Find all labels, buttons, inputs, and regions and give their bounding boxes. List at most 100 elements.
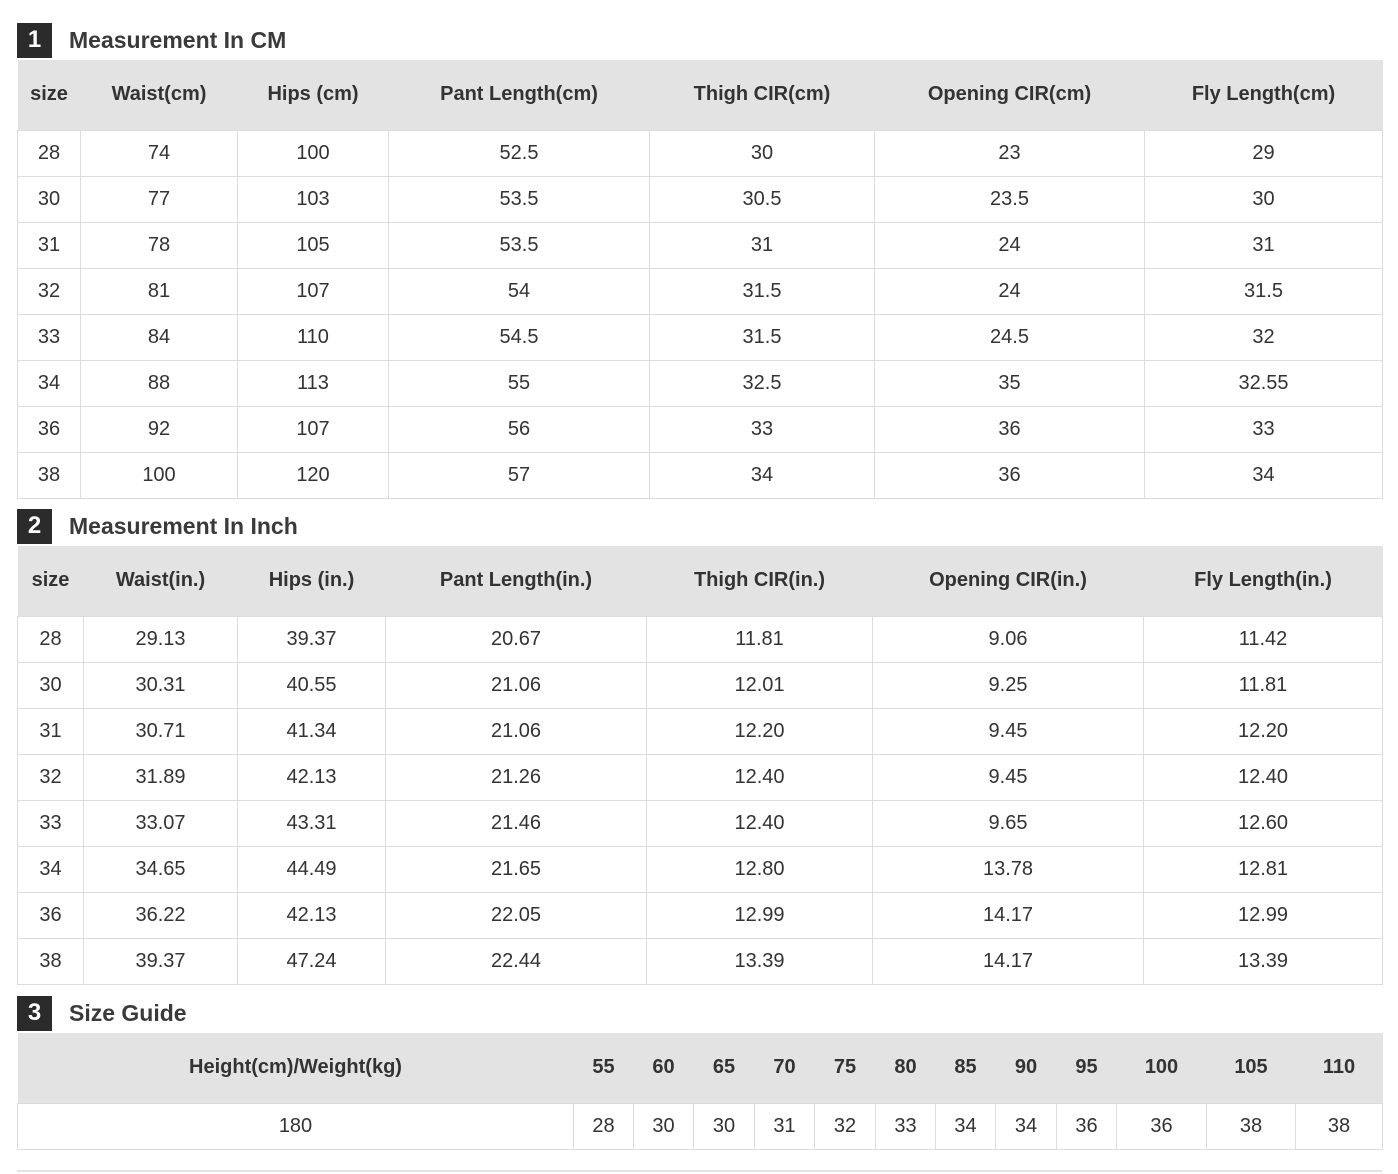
column-header: 60	[652, 1056, 675, 1079]
table-cell: 44.49	[237, 845, 386, 893]
table-row: 28 74 100 52.5 30 23 29	[17, 129, 1383, 177]
column-header: 95	[1075, 1056, 1098, 1079]
table-cell: 23	[874, 129, 1145, 177]
column-header: Fly Length(cm)	[1191, 83, 1336, 106]
table-cell: 12.99	[646, 891, 873, 939]
table-cell: 22.05	[385, 891, 647, 939]
column-header: Hips (cm)	[267, 83, 359, 106]
table-cell: 110	[237, 313, 389, 361]
table-cell: 81	[80, 267, 238, 315]
table-cell: 24	[874, 221, 1145, 269]
table-cell: 33	[17, 313, 81, 361]
column-header: size	[31, 569, 70, 592]
table-cell: 38	[17, 451, 81, 499]
column-header: 105	[1234, 1056, 1268, 1079]
table-cell: 42.13	[237, 753, 386, 801]
table-cell: 13.78	[872, 845, 1144, 893]
table-row: 31 30.71 41.34 21.06 12.20 9.45 12.20	[17, 707, 1383, 755]
table-cell: 30	[649, 129, 875, 177]
table-cell: 38	[1206, 1102, 1296, 1150]
table-cell: 14.17	[872, 891, 1144, 939]
table-cell: 32	[17, 753, 84, 801]
table-cell: 12.20	[1143, 707, 1383, 755]
section-header: 1 Measurement In CM	[17, 20, 1382, 60]
table-cell: 12.60	[1143, 799, 1383, 847]
table-cell: 30.71	[83, 707, 238, 755]
table-cell: 31	[754, 1102, 815, 1150]
table-body: 28 29.13 39.37 20.67 11.81 9.06 11.42 30 30.31 40…	[17, 615, 1383, 985]
column-header: 70	[773, 1056, 796, 1079]
table-cell: 36	[874, 451, 1145, 499]
column-header: Waist(in.)	[115, 569, 206, 592]
size-table-cm: size Waist(cm) Hips (cm) Pant Length(cm)…	[17, 60, 1383, 499]
bottom-divider	[17, 1170, 1382, 1172]
table-cell: 54.5	[388, 313, 650, 361]
table-cell: 31	[17, 707, 84, 755]
table-cell: 14.17	[872, 937, 1144, 985]
table-cell: 12.40	[646, 799, 873, 847]
table-cell: 33	[1144, 405, 1383, 453]
table-cell: 30.5	[649, 175, 875, 223]
table-cell: 21.46	[385, 799, 647, 847]
table-cell: 32	[1144, 313, 1383, 361]
table-cell: 42.13	[237, 891, 386, 939]
table-cell: 36	[1116, 1102, 1207, 1150]
column-header: 85	[954, 1056, 977, 1079]
table-cell: 32.5	[649, 359, 875, 407]
table-row: 34 34.65 44.49 21.65 12.80 13.78 12.81	[17, 845, 1383, 893]
column-header: Pant Length(in.)	[439, 569, 593, 592]
table-cell: 100	[237, 129, 389, 177]
table-row: 34 88 113 55 32.5 35 32.55	[17, 359, 1383, 407]
table-cell: 28	[17, 129, 81, 177]
table-row: 33 84 110 54.5 31.5 24.5 32	[17, 313, 1383, 361]
table-cell: 28	[573, 1102, 634, 1150]
table-body: 28 74 100 52.5 30 23 29 30 77 103 53.5 30.5 23.5 30 31…	[17, 129, 1383, 499]
table-cell: 180	[17, 1102, 574, 1150]
table-cell: 29	[1144, 129, 1383, 177]
column-header: 65	[712, 1056, 736, 1079]
table-cell: 13.39	[646, 937, 873, 985]
table-cell: 28	[17, 615, 84, 663]
table-cell: 32.55	[1144, 359, 1383, 407]
table-header-row: Height(cm)/Weight(kg) 55 60 65 70 75 80 …	[17, 1033, 1383, 1103]
table-header-row: size Waist(cm) Hips (cm) Pant Length(cm)…	[17, 60, 1383, 130]
measurement-inch-section: 2 Measurement In Inch size Waist(in.) Hi…	[17, 506, 1383, 985]
table-cell: 88	[80, 359, 238, 407]
table-cell: 107	[237, 405, 389, 453]
table-cell: 31.5	[649, 267, 875, 315]
measurement-cm-section: 1 Measurement In CM size Waist(cm) Hips …	[17, 20, 1383, 499]
section-number-badge: 3	[17, 995, 52, 1031]
table-cell: 13.39	[1143, 937, 1383, 985]
table-cell: 23.5	[874, 175, 1145, 223]
column-header: 110	[1322, 1056, 1356, 1079]
column-header: Thigh CIR(in.)	[693, 569, 826, 592]
table-row: 36 36.22 42.13 22.05 12.99 14.17 12.99	[17, 891, 1383, 939]
table-cell: 31.5	[649, 313, 875, 361]
table-cell: 53.5	[388, 175, 650, 223]
table-cell: 9.45	[872, 707, 1144, 755]
table-cell: 11.81	[1143, 661, 1383, 709]
section-header: 3 Size Guide	[17, 993, 1382, 1033]
table-row: 180 28 30 30 31 32 33 34 34 36 36 38 38	[17, 1102, 1383, 1150]
table-cell: 103	[237, 175, 389, 223]
table-cell: 30	[693, 1102, 755, 1150]
table-cell: 9.25	[872, 661, 1144, 709]
table-cell: 30.31	[83, 661, 238, 709]
column-header: size	[30, 83, 68, 106]
table-cell: 92	[80, 405, 238, 453]
section-title: Size Guide	[69, 999, 187, 1026]
table-cell: 20.67	[385, 615, 647, 663]
size-guide-section: 3 Size Guide Height(cm)/Weight(kg) 55 60…	[17, 993, 1383, 1150]
section-number-badge: 2	[17, 508, 52, 544]
column-header: Hips (in.)	[268, 569, 355, 592]
table-cell: 9.65	[872, 799, 1144, 847]
table-header-row: size Waist(in.) Hips (in.) Pant Length(i…	[17, 546, 1383, 616]
table-row: 28 29.13 39.37 20.67 11.81 9.06 11.42	[17, 615, 1383, 663]
table-cell: 33	[875, 1102, 936, 1150]
table-cell: 43.31	[237, 799, 386, 847]
table-cell: 107	[237, 267, 389, 315]
column-header: 100	[1144, 1056, 1179, 1079]
column-header: 90	[1014, 1056, 1038, 1079]
section-header: 2 Measurement In Inch	[17, 506, 1382, 546]
table-cell: 36.22	[83, 891, 238, 939]
